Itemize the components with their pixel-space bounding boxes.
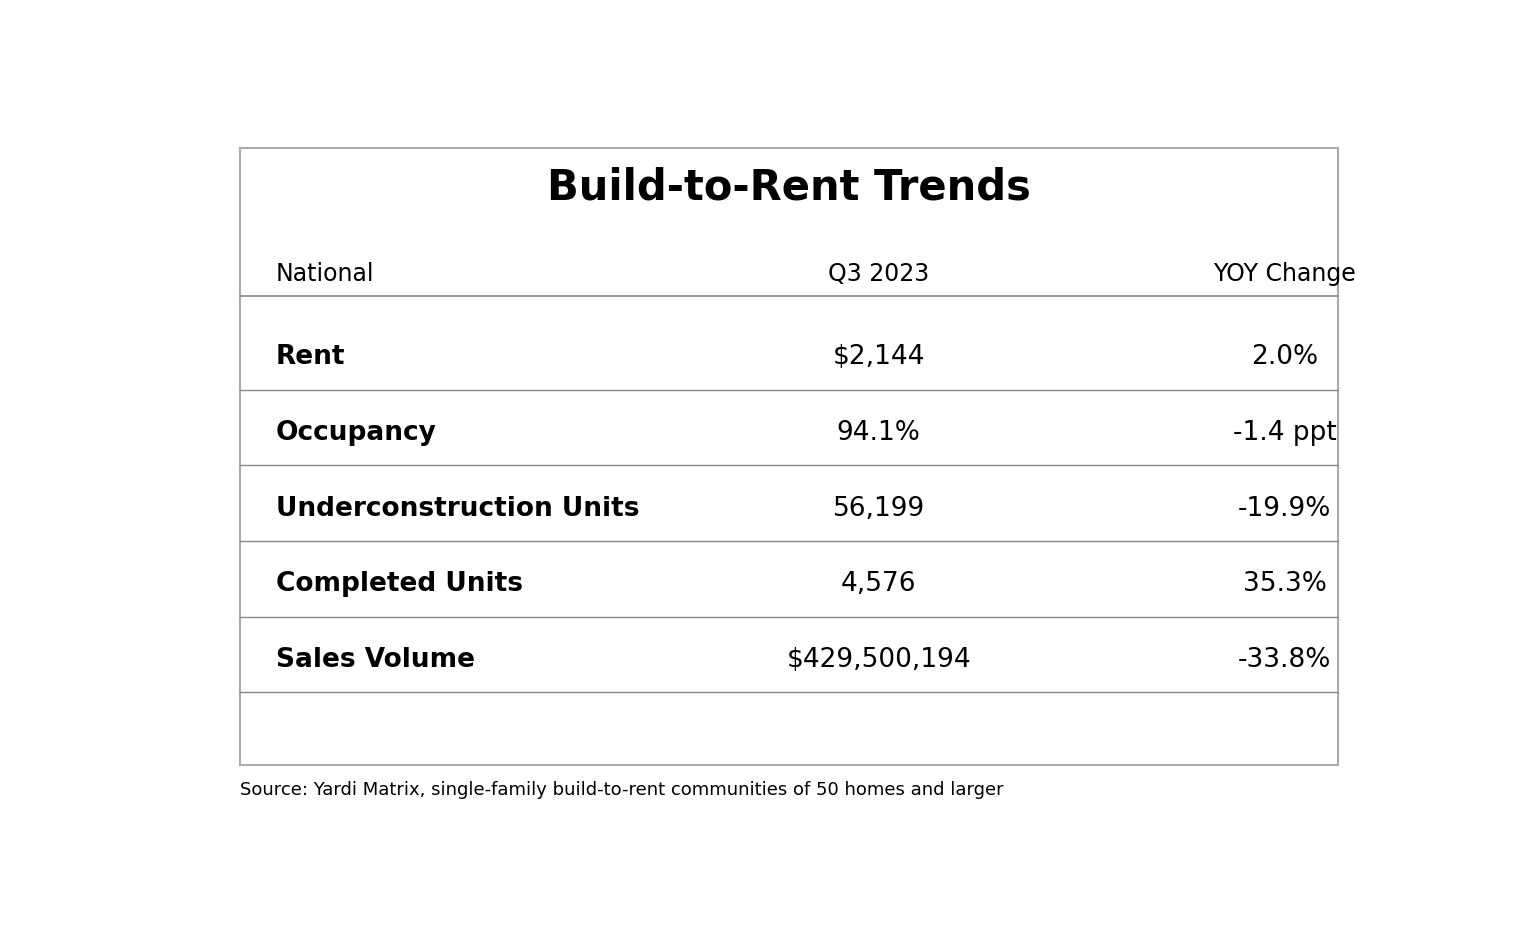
- Text: 4,576: 4,576: [841, 571, 916, 597]
- Text: National: National: [276, 262, 374, 286]
- Text: -19.9%: -19.9%: [1238, 496, 1331, 521]
- Bar: [240, 149, 1338, 765]
- Text: Occupancy: Occupancy: [276, 420, 437, 446]
- Text: 56,199: 56,199: [833, 496, 926, 521]
- Text: 2.0%: 2.0%: [1250, 344, 1318, 371]
- Text: YOY Change: YOY Change: [1214, 262, 1355, 286]
- Text: $429,500,194: $429,500,194: [787, 647, 972, 673]
- Text: Completed Units: Completed Units: [276, 571, 524, 597]
- Text: Build-to-Rent Trends: Build-to-Rent Trends: [547, 167, 1032, 209]
- Text: 94.1%: 94.1%: [836, 420, 921, 446]
- Text: Sales Volume: Sales Volume: [276, 647, 474, 673]
- Text: Q3 2023: Q3 2023: [829, 262, 929, 286]
- Text: -1.4 ppt: -1.4 ppt: [1232, 420, 1337, 446]
- Text: Source: Yardi Matrix, single-family build-to-rent communities of 50 homes and la: Source: Yardi Matrix, single-family buil…: [240, 781, 1004, 798]
- Text: -33.8%: -33.8%: [1238, 647, 1331, 673]
- Text: 35.3%: 35.3%: [1243, 571, 1326, 597]
- Text: Rent: Rent: [276, 344, 345, 371]
- Text: $2,144: $2,144: [833, 344, 926, 371]
- Text: Underconstruction Units: Underconstruction Units: [276, 496, 639, 521]
